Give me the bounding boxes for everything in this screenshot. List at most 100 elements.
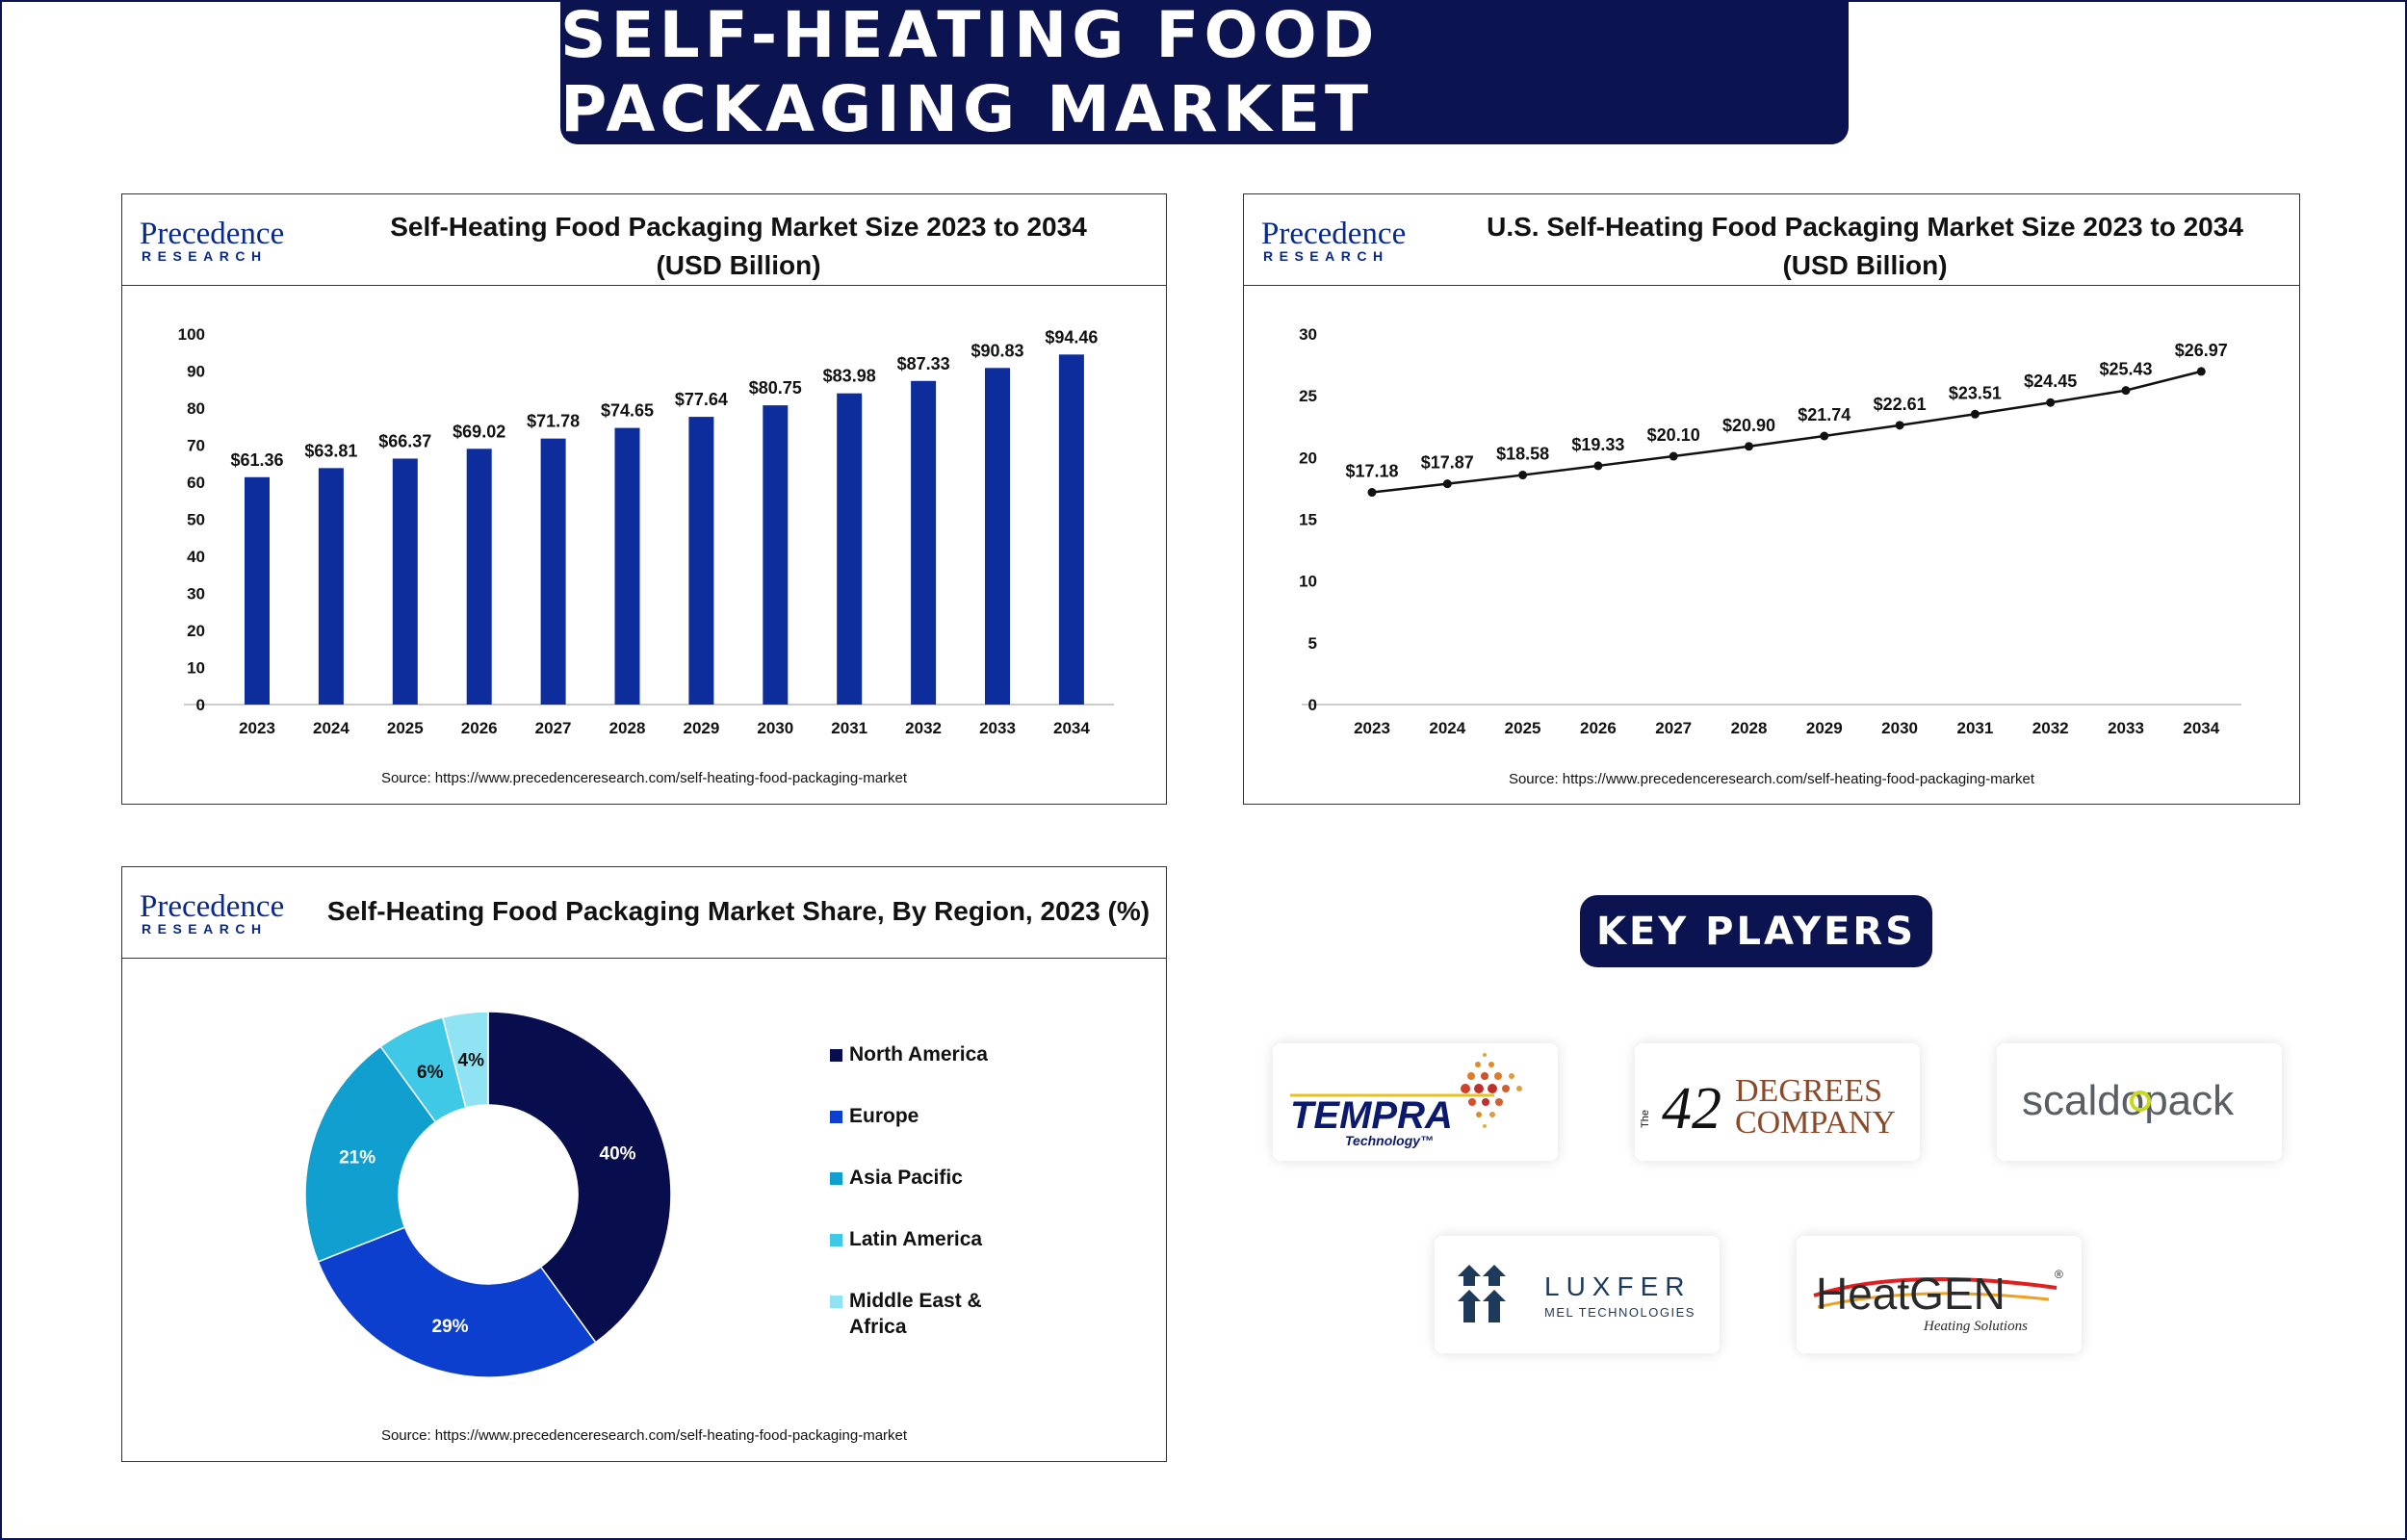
- slice-label: 6%: [417, 1063, 444, 1083]
- luxfer-name: LUXFER: [1544, 1271, 1691, 1301]
- y-tick-label: 15: [1299, 511, 1317, 529]
- legend-label: Latin America: [849, 1228, 983, 1250]
- x-tick-label: 2030: [1881, 719, 1918, 737]
- logo-main-text: Precedence: [140, 889, 285, 924]
- line-point: [1518, 471, 1528, 480]
- bar-chart: 0102030405060708090100$61.362023$63.8120…: [178, 325, 1114, 737]
- point-value-label: $17.18: [1345, 462, 1398, 481]
- player-logo-tempra: TEMPRA Technology™: [1273, 1043, 1558, 1161]
- donut-slice: [304, 1045, 437, 1263]
- chart-title-line2: (USD Billion): [656, 250, 821, 280]
- y-tick-label: 0: [1308, 696, 1317, 714]
- key-players-title: KEY PLAYERS: [1595, 909, 1917, 954]
- global-market-card: Precedence RESEARCH Self-Heating Food Pa…: [121, 193, 1167, 805]
- bar-value-label: $61.36: [230, 450, 283, 470]
- bar: [985, 368, 1010, 705]
- chart-title: U.S. Self-Heating Food Packaging Market …: [1446, 208, 2284, 285]
- legend-label: Middle East & Africa: [849, 1290, 982, 1338]
- bar-value-label: $80.75: [749, 378, 802, 398]
- legend-swatch: [830, 1049, 842, 1062]
- chart-title-line1: U.S. Self-Heating Food Packaging Market …: [1487, 212, 2243, 242]
- heatgen-logo-graphic: HeatGEN ® Heating Solutions: [1813, 1268, 2063, 1334]
- x-tick-label: 2023: [239, 719, 275, 737]
- tempra-dots: [1461, 1053, 1522, 1128]
- slice-label: 40%: [600, 1143, 636, 1164]
- bar-value-label: $83.98: [823, 367, 876, 386]
- donut-slice: [317, 1226, 597, 1378]
- x-tick-label: 2032: [905, 719, 942, 737]
- x-tick-label: 2028: [609, 719, 646, 737]
- legend-label: Asia Pacific: [849, 1167, 963, 1189]
- 42-degrees-line1: DEGREES: [1735, 1073, 1882, 1109]
- player-logo-heatgen: HeatGEN ® Heating Solutions: [1797, 1236, 2082, 1353]
- heatgen-swoosh-red: [1813, 1276, 2058, 1297]
- legend-swatch: [830, 1172, 842, 1185]
- point-value-label: $23.51: [1949, 383, 2002, 402]
- scaldopack-name: scaldopack: [2022, 1077, 2235, 1124]
- card-header: Precedence RESEARCH Self-Heating Food Pa…: [122, 867, 1166, 959]
- scaldopack-accent-icon: [2130, 1091, 2151, 1112]
- y-tick-label: 80: [187, 399, 205, 418]
- luxfer-sub: MEL TECHNOLOGIES: [1544, 1305, 1695, 1320]
- legend-label: Europe: [849, 1105, 919, 1127]
- line-point: [1895, 421, 1904, 430]
- line-point: [1669, 451, 1678, 461]
- line-point: [1442, 479, 1452, 489]
- bar-value-label: $69.02: [453, 422, 505, 441]
- point-value-label: $21.74: [1798, 405, 1851, 424]
- chart-title: Self-Heating Food Packaging Market Size …: [324, 208, 1152, 285]
- bar-value-label: $90.83: [971, 341, 1023, 360]
- x-tick-label: 2029: [683, 719, 719, 737]
- player-logo-42-degrees: The 42 DEGREES COMPANY: [1635, 1043, 1920, 1161]
- x-tick-label: 2027: [535, 719, 572, 737]
- bar: [392, 458, 418, 705]
- slice-label: 21%: [339, 1148, 375, 1168]
- x-tick-label: 2030: [757, 719, 793, 737]
- x-tick-label: 2025: [387, 719, 424, 737]
- player-logo-luxfer: LUXFER MEL TECHNOLOGIES: [1435, 1236, 1720, 1353]
- x-tick-label: 2034: [2183, 719, 2219, 737]
- legend-swatch: [830, 1296, 842, 1308]
- luxfer-arrows-icon: [1458, 1265, 1506, 1322]
- bar: [245, 476, 270, 705]
- logo-main-text: Precedence: [140, 217, 285, 251]
- x-tick-label: 2034: [1053, 719, 1090, 737]
- line-point: [2046, 398, 2056, 407]
- bar-value-label: $87.33: [897, 354, 950, 373]
- card-header: Precedence RESEARCH U.S. Self-Heating Fo…: [1244, 194, 2299, 286]
- page-banner: SELF-HEATING FOOD PACKAGING MARKET: [560, 0, 1849, 146]
- y-tick-label: 50: [187, 511, 205, 529]
- y-tick-label: 5: [1308, 634, 1317, 653]
- y-tick-label: 0: [196, 696, 205, 714]
- precedence-logo: Precedence RESEARCH: [140, 890, 294, 938]
- legend-swatch: [830, 1234, 842, 1246]
- series-line: [1371, 370, 2202, 494]
- scaldopack-logo-graphic: scaldopack: [2022, 1077, 2235, 1124]
- x-tick-label: 2031: [1956, 719, 1993, 737]
- point-value-label: $22.61: [1874, 395, 1927, 414]
- bar: [1058, 354, 1084, 705]
- line-point: [2121, 386, 2131, 396]
- x-tick-label: 2025: [1505, 719, 1541, 737]
- point-value-label: $25.43: [2099, 360, 2152, 379]
- 42-degrees-logo-graphic: The 42 DEGREES COMPANY: [1640, 1073, 1896, 1142]
- x-tick-label: 2032: [2032, 719, 2069, 737]
- x-tick-label: 2024: [313, 719, 349, 737]
- card-header: Precedence RESEARCH Self-Heating Food Pa…: [122, 194, 1166, 286]
- bar-value-label: $66.37: [378, 431, 431, 450]
- 42-degrees-number: 42: [1662, 1076, 1721, 1142]
- y-tick-label: 10: [187, 659, 205, 678]
- bar-value-label: $94.46: [1045, 327, 1098, 346]
- line-point: [1820, 431, 1829, 441]
- bar: [911, 380, 937, 705]
- donut-chart: 40% 29% 21% 6% 4%: [304, 1011, 672, 1378]
- us-market-card: Precedence RESEARCH U.S. Self-Heating Fo…: [1243, 193, 2300, 805]
- x-tick-label: 2023: [1354, 719, 1390, 737]
- x-tick-label: 2031: [831, 719, 867, 737]
- bar: [763, 405, 789, 705]
- chart-title: Self-Heating Food Packaging Market Share…: [326, 896, 1151, 926]
- point-value-label: $20.90: [1722, 416, 1775, 435]
- source-note: Source: https://www.precedenceresearch.c…: [380, 1427, 908, 1444]
- slice-label: 4%: [458, 1051, 485, 1071]
- point-value-label: $17.87: [1421, 453, 1474, 473]
